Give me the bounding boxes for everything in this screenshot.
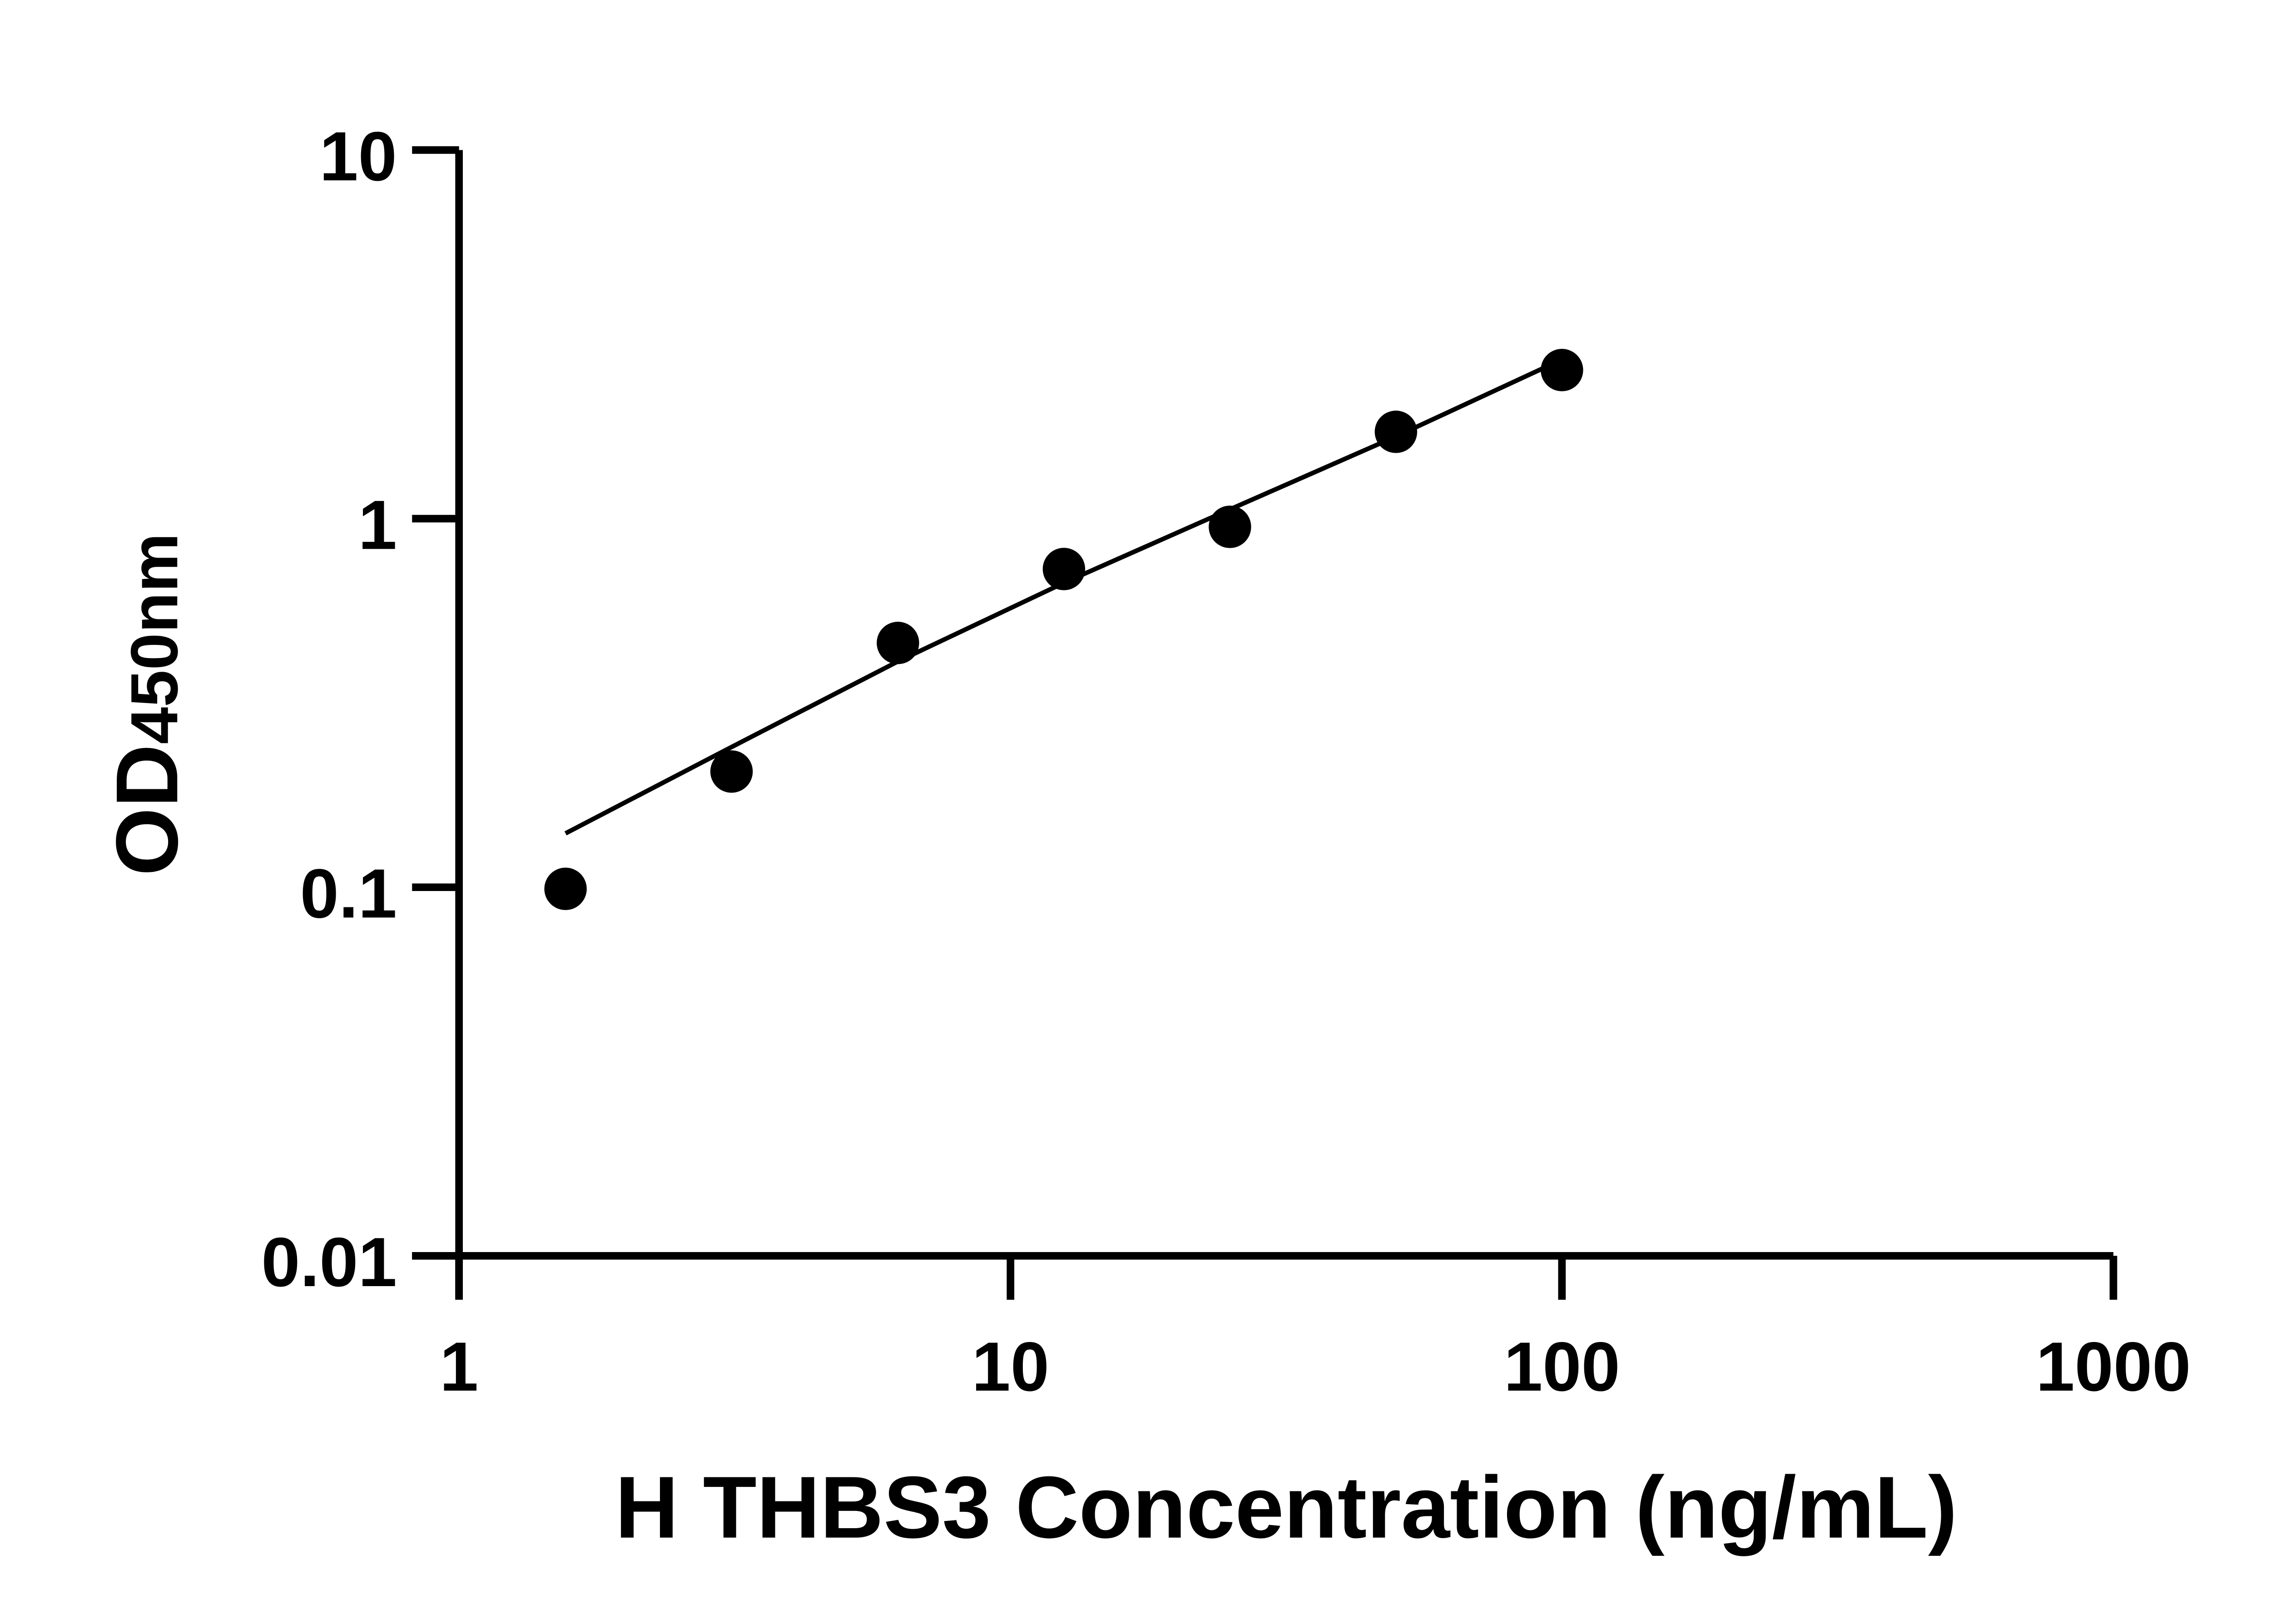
x-tick-label: 10 [972, 1327, 1049, 1406]
x-tick-label: 1000 [2036, 1327, 2191, 1406]
data-point [1042, 548, 1086, 590]
x-axis-label: H THBS3 Concentration (ng/mL) [615, 1458, 1957, 1556]
data-point [877, 622, 919, 664]
x-tick-label: 100 [1504, 1327, 1620, 1406]
x-tick-label: 1 [440, 1327, 478, 1406]
y-axis-label-sub: 450nm [117, 533, 192, 744]
y-tick-label: 0.01 [261, 1223, 397, 1301]
axes: 1 10 100 1000 0.01 0.1 1 10 [261, 117, 2191, 1406]
data-point [1209, 505, 1251, 548]
data-point [710, 750, 753, 793]
y-axis-label: OD450nm [98, 533, 196, 876]
y-tick-label: 10 [319, 117, 397, 195]
y-axis-label-main: OD [98, 744, 196, 876]
y-tick-label: 1 [358, 486, 397, 564]
y-tick-label: 0.1 [300, 854, 397, 932]
data-point [544, 867, 587, 910]
points-group [544, 349, 1583, 910]
data-point [1374, 411, 1418, 453]
data-point [1541, 349, 1583, 391]
